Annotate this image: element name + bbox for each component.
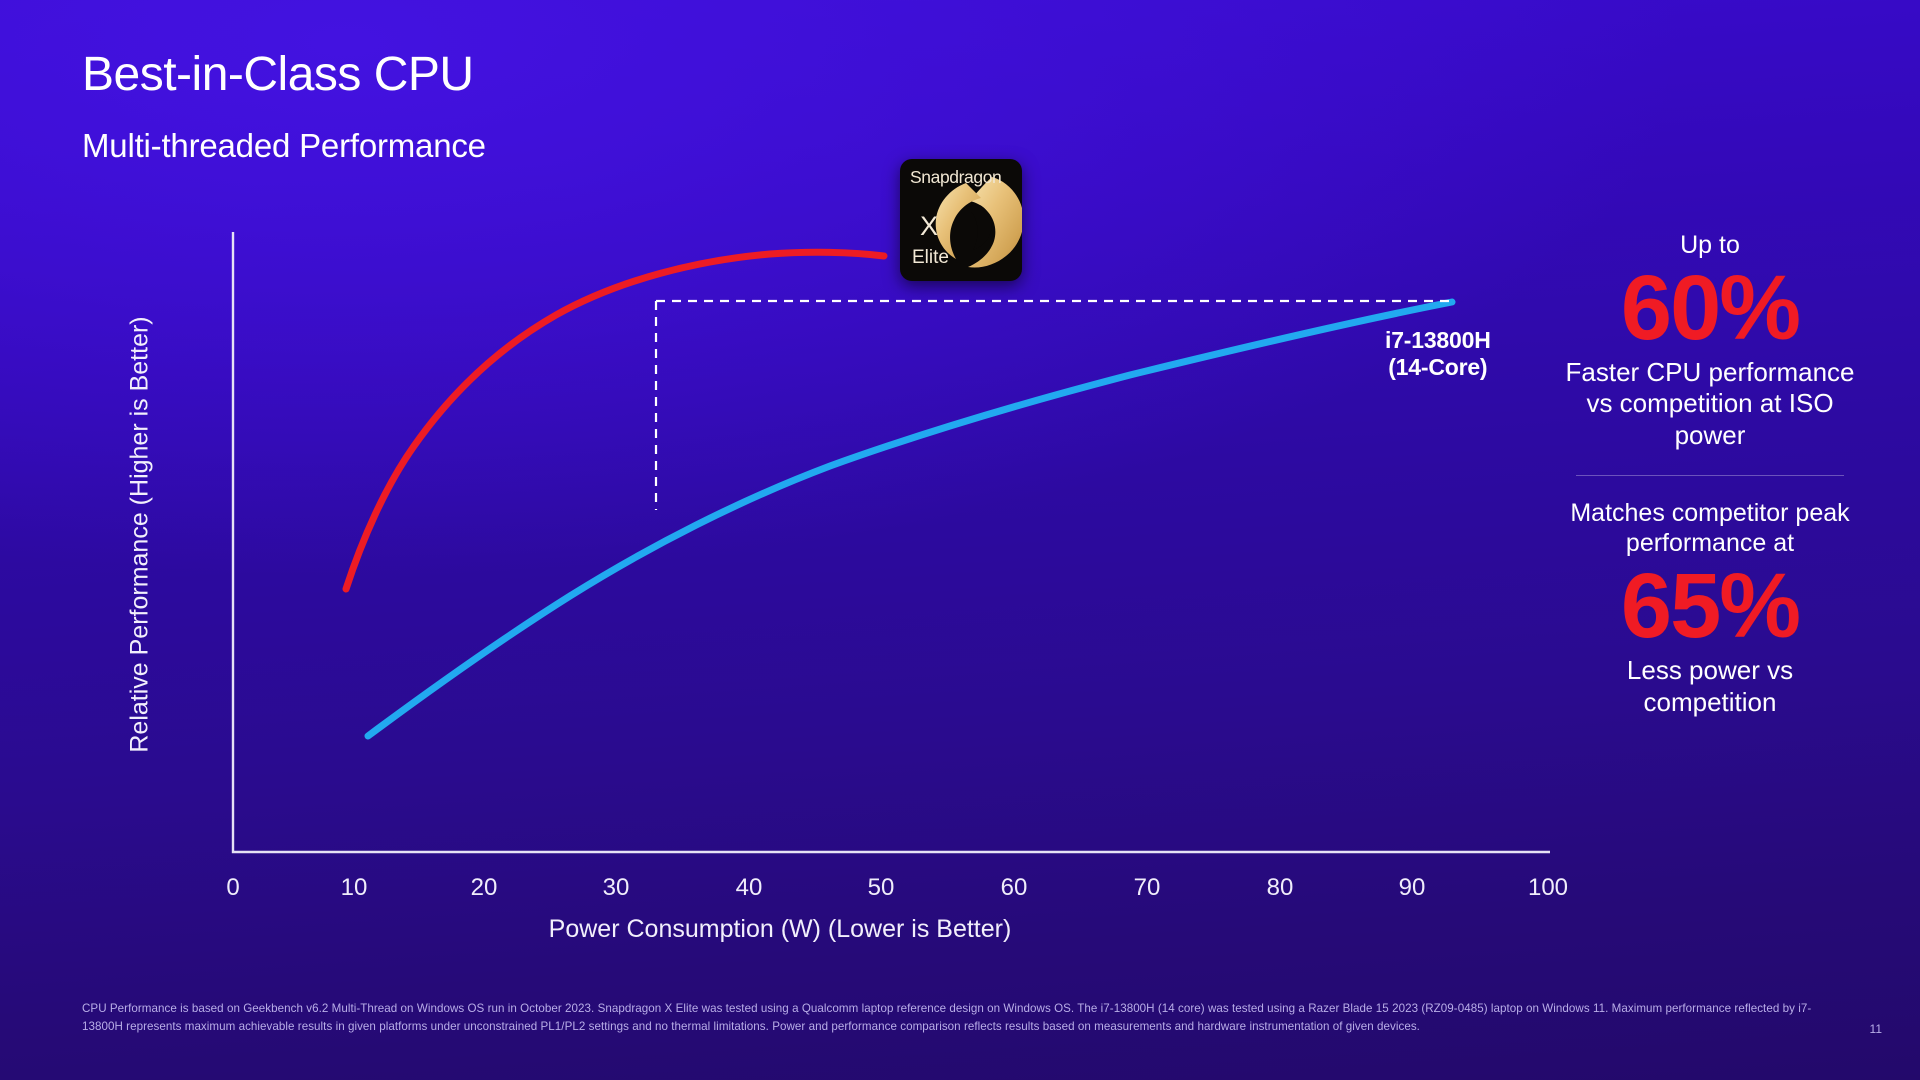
page-subtitle: Multi-threaded Performance — [82, 127, 486, 164]
stat-1-eyebrow: Up to — [1680, 231, 1740, 259]
performance-chart: 0 10 20 30 40 50 60 70 80 90 100 Power C… — [125, 232, 1568, 943]
series-label-i7-13800h: i7-13800H (14-Core) — [1385, 327, 1491, 381]
stat-1-value: 60% — [1620, 256, 1801, 359]
stats-panel: Up to 60% Faster CPU performance vs comp… — [1560, 230, 1860, 718]
footnote-text: CPU Performance is based on Geekbench v6… — [82, 1002, 1812, 1033]
page-title: Best-in-Class CPU — [82, 48, 474, 101]
curve-snapdragon-x-elite — [342, 248, 888, 593]
badge-elite-text: Elite — [912, 247, 949, 268]
xtick-80: 80 — [1266, 874, 1294, 901]
stat-2-caption: Less power vs competition — [1626, 654, 1794, 717]
stat-2-value: 65% — [1620, 554, 1801, 657]
stat-block-1: Up to 60% Faster CPU performance vs comp… — [1560, 230, 1860, 452]
page-number: 11 — [1869, 1022, 1882, 1036]
chart-svg — [231, 232, 1550, 854]
stat-2-eyebrow: Matches competitor peak performance at — [1570, 498, 1850, 558]
snapdragon-s-logo-icon — [935, 177, 1022, 268]
stats-divider — [1576, 474, 1844, 476]
xtick-30: 30 — [602, 874, 630, 901]
xtick-100: 100 — [1527, 874, 1569, 901]
badge-brand-text: Snapdragon — [910, 167, 1002, 187]
xtick-0: 0 — [226, 874, 240, 901]
xtick-70: 70 — [1133, 874, 1161, 901]
chart-axes — [231, 232, 1550, 854]
stat-block-2: Matches competitor peak performance at 6… — [1560, 498, 1860, 719]
y-axis-label: Relative Performance (Higher is Better) — [125, 316, 154, 753]
xtick-60: 60 — [1000, 874, 1028, 901]
stat-1-caption: Faster CPU performance vs competition at… — [1565, 356, 1855, 451]
xtick-50: 50 — [867, 874, 895, 901]
curve-i7-13800h — [364, 298, 1456, 740]
x-axis-label: Power Consumption (W) (Lower is Better) — [548, 915, 1012, 943]
xtick-10: 10 — [340, 874, 368, 901]
series-label-line1: i7-13800H — [1385, 327, 1491, 353]
xtick-20: 20 — [470, 874, 498, 901]
snapdragon-x-elite-badge: Snapdragon X Elite — [900, 159, 1022, 281]
badge-x-text: X — [920, 211, 939, 241]
xtick-90: 90 — [1398, 874, 1426, 901]
series-label-line2: (14-Core) — [1388, 354, 1488, 381]
xtick-40: 40 — [735, 874, 763, 901]
